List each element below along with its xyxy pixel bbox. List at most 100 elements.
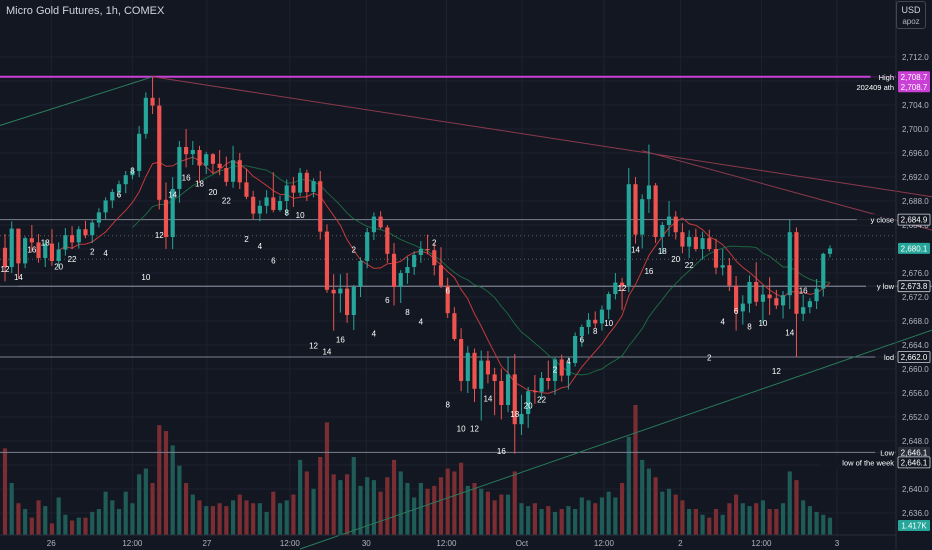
candle-body: [324, 231, 330, 290]
volume-bar: [821, 514, 826, 535]
candle-body: [432, 250, 437, 266]
candle-body: [143, 97, 148, 134]
volume-bar: [96, 509, 101, 535]
hour-label: 6: [580, 336, 585, 345]
price-tag-box: [898, 446, 930, 458]
volume-bar: [801, 500, 806, 535]
upper-trend-line: [0, 76, 153, 126]
candle-body: [90, 222, 95, 236]
volume-bar: [519, 503, 524, 535]
hour-label: 16: [799, 286, 808, 295]
candle-body: [83, 229, 88, 236]
time-tick-label: 12:00: [436, 539, 457, 548]
volume-bar: [311, 488, 316, 535]
hour-label: 10: [604, 319, 613, 328]
volume-bar: [371, 480, 376, 535]
volume-bar: [83, 517, 88, 535]
time-tick-label: 27: [202, 539, 211, 548]
hour-label: 10: [296, 211, 305, 220]
volume-bar: [49, 523, 55, 535]
candle-body: [821, 253, 826, 289]
volume-bar: [16, 503, 21, 535]
candle-body: [378, 216, 383, 228]
candle-body: [519, 414, 524, 425]
volume-bar: [807, 506, 812, 535]
candle-body: [780, 295, 786, 306]
volume-bar: [613, 497, 618, 535]
hour-label: 16: [497, 447, 506, 456]
price-tick-label: 2,676.0: [902, 269, 929, 278]
volume-bar: [338, 480, 343, 535]
volume-bar: [210, 506, 216, 535]
hour-label: 6: [271, 256, 276, 265]
volume-bar: [9, 483, 14, 535]
candle-body: [137, 133, 142, 171]
candle-body: [666, 216, 672, 225]
candle-body: [36, 242, 41, 258]
candle-body: [573, 336, 578, 363]
candle-body: [190, 150, 195, 155]
candle-body: [391, 253, 397, 287]
volume-bar: [485, 491, 491, 535]
price-tick-label: 2,660.0: [902, 365, 929, 374]
volume-bar: [23, 509, 28, 535]
candle-body: [807, 301, 812, 308]
volume-bar: [646, 468, 651, 535]
moving-average-line-slow: [132, 165, 831, 376]
volume-bar: [244, 500, 249, 535]
price-tag-value: 2,708.7: [901, 73, 928, 82]
volume-bar: [137, 474, 142, 535]
candle-body: [304, 172, 309, 192]
hour-label: 20: [524, 402, 533, 411]
volume-bar: [787, 471, 792, 535]
candle-body: [163, 199, 169, 237]
volume-tag-value: 1.417K: [901, 522, 927, 531]
volume-bar: [445, 468, 450, 535]
candle-body: [693, 237, 698, 249]
hour-label: 4: [566, 357, 571, 366]
hour-label: 8: [593, 327, 598, 336]
volume-bar: [358, 485, 363, 535]
candlesticks[interactable]: [2, 76, 833, 454]
candle-body: [720, 265, 725, 268]
candle-body: [445, 285, 450, 314]
volume-bar: [217, 503, 222, 535]
candle-body: [63, 235, 68, 250]
price-tag-label-bg: [843, 81, 895, 93]
volume-bar: [237, 494, 242, 535]
time-tick-label: 12:00: [280, 539, 301, 548]
candle-body: [827, 248, 833, 254]
volume-bar: [734, 494, 739, 535]
volume-bars: [2, 405, 833, 535]
price-tag-box: [898, 71, 930, 83]
candle-body: [566, 363, 571, 376]
volume-bar: [391, 459, 397, 535]
price-tag-value: 2,662.0: [901, 353, 928, 362]
candle-body: [49, 243, 55, 261]
resistance-trend-line: [152, 76, 932, 198]
volume-bar: [365, 477, 370, 535]
volume-bar: [505, 494, 511, 535]
candle-body: [740, 303, 745, 312]
currency-button[interactable]: USD apoz: [896, 1, 926, 29]
price-tick-label: 2,652.0: [902, 413, 929, 422]
candle-body: [277, 201, 283, 210]
hour-label: 6: [445, 286, 450, 295]
candle-body: [452, 313, 457, 339]
volume-bar: [251, 503, 256, 535]
hour-label: 14: [483, 394, 492, 403]
candle-body: [385, 227, 390, 254]
volume-bar: [794, 480, 799, 535]
hour-label: 2: [553, 366, 558, 375]
volume-bar: [385, 477, 390, 535]
candle-body: [418, 249, 423, 255]
candle-body: [593, 319, 598, 324]
price-tick-label: 2,688.0: [902, 197, 929, 206]
volume-bar: [660, 491, 665, 535]
candle-body: [197, 150, 202, 166]
time-axis[interactable]: 26 12:00 27 12:00 30 12:00 Oct 12:00 2 12:00 3: [0, 534, 896, 548]
volume-bar: [264, 511, 269, 535]
volume-bar: [123, 491, 128, 535]
hour-label: 14: [631, 246, 640, 255]
